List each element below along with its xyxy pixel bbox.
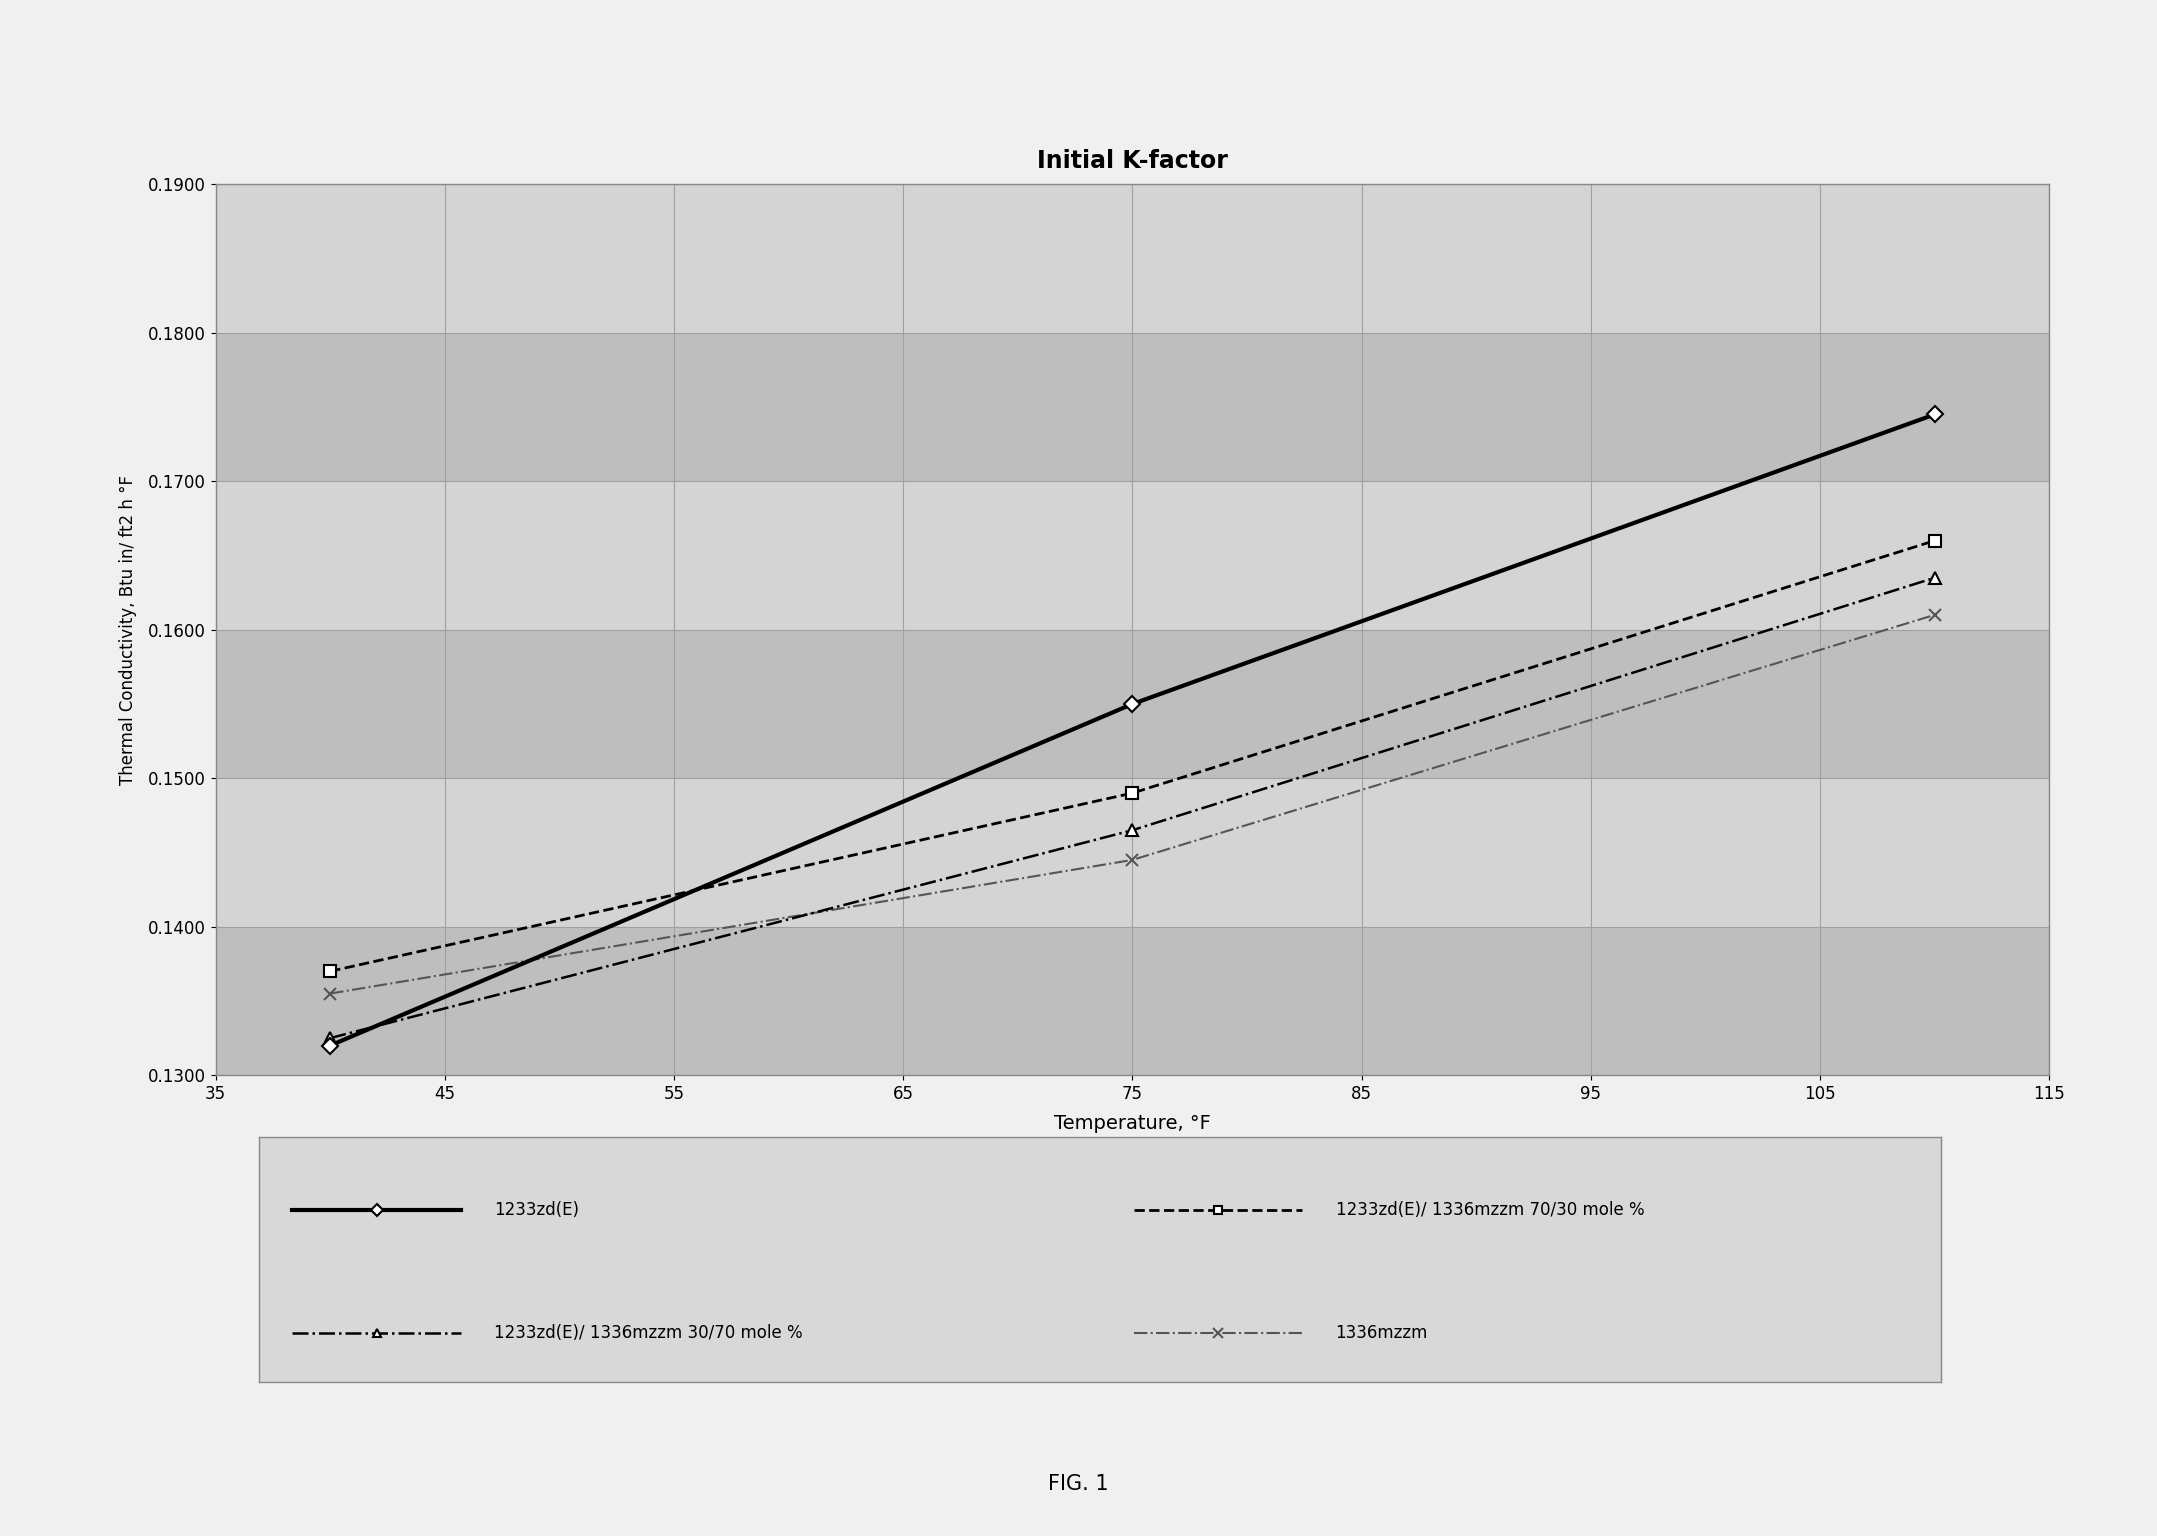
1233zd(E) xyxy=(317,1037,343,1055)
Text: 1233zd(E)/ 1336mzzm 30/70 mole %: 1233zd(E)/ 1336mzzm 30/70 mole % xyxy=(494,1324,802,1342)
Bar xyxy=(216,184,2049,333)
Text: FIG. 1: FIG. 1 xyxy=(1048,1475,1109,1495)
1233zd(E)/ 1336mzzm 30/70 mole % xyxy=(317,1029,343,1048)
1233zd(E) xyxy=(1922,406,1948,424)
1233zd(E) xyxy=(1119,694,1145,713)
1233zd(E)/ 1336mzzm 30/70 mole % xyxy=(1922,568,1948,587)
1233zd(E)/ 1336mzzm 70/30 mole % xyxy=(317,962,343,980)
1336mzzm xyxy=(1922,605,1948,624)
X-axis label: Temperature, °F: Temperature, °F xyxy=(1055,1114,1210,1134)
1233zd(E)/ 1336mzzm 30/70 mole % xyxy=(1119,822,1145,840)
Text: 1336mzzm: 1336mzzm xyxy=(1335,1324,1428,1342)
Bar xyxy=(216,481,2049,630)
Line: 1233zd(E)/ 1336mzzm 70/30 mole %: 1233zd(E)/ 1336mzzm 70/30 mole % xyxy=(326,535,1939,977)
Bar xyxy=(216,926,2049,1075)
Text: 1233zd(E)/ 1336mzzm 70/30 mole %: 1233zd(E)/ 1336mzzm 70/30 mole % xyxy=(1335,1201,1644,1220)
Bar xyxy=(216,779,2049,926)
Bar xyxy=(216,630,2049,779)
Y-axis label: Thermal Conductivity, Btu in/ ft2 h °F: Thermal Conductivity, Btu in/ ft2 h °F xyxy=(119,475,136,785)
Title: Initial K-factor: Initial K-factor xyxy=(1038,149,1227,172)
1336mzzm xyxy=(317,985,343,1003)
Line: 1336mzzm: 1336mzzm xyxy=(324,608,1941,1000)
1233zd(E)/ 1336mzzm 70/30 mole % xyxy=(1119,783,1145,802)
Text: 1233zd(E): 1233zd(E) xyxy=(494,1201,580,1220)
1233zd(E)/ 1336mzzm 70/30 mole % xyxy=(1922,531,1948,550)
1336mzzm xyxy=(1119,851,1145,869)
Line: 1233zd(E)/ 1336mzzm 30/70 mole %: 1233zd(E)/ 1336mzzm 30/70 mole % xyxy=(326,573,1939,1043)
Bar xyxy=(216,333,2049,481)
Line: 1233zd(E): 1233zd(E) xyxy=(326,409,1939,1051)
